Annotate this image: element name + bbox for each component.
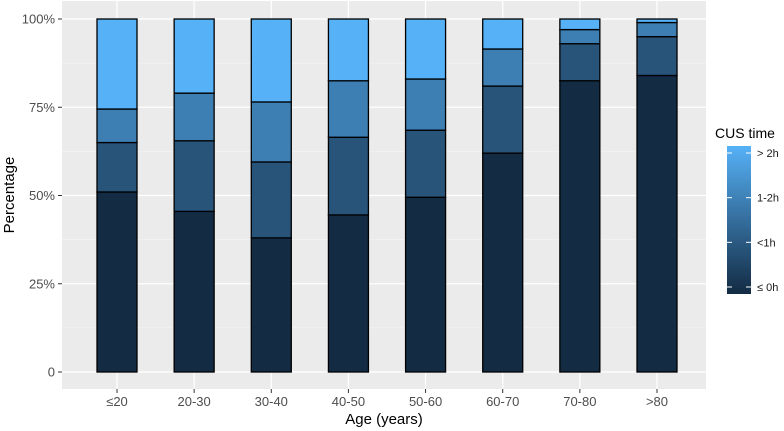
y-tick-label: 0	[48, 365, 55, 380]
y-tick-label: 50%	[29, 188, 55, 203]
legend-label: 1-2h	[757, 193, 779, 205]
legend: CUS time > 2h 1-2h <1h ≤ 0h	[715, 125, 779, 294]
bar-segment	[404, 196, 447, 373]
legend-labels: > 2h 1-2h <1h ≤ 0h	[727, 148, 779, 294]
bar-segment	[559, 28, 601, 45]
x-tick-label: 50-60	[409, 394, 442, 409]
bar-segment	[96, 141, 138, 193]
bar-segment	[327, 80, 370, 138]
bars	[96, 18, 678, 373]
x-tick-label: 30-40	[255, 394, 288, 409]
bar-segment	[636, 36, 678, 77]
legend-label: ≤ 0h	[757, 282, 778, 294]
bar-segment	[250, 18, 292, 103]
bar-segment	[96, 108, 138, 144]
bar-segment	[404, 78, 447, 131]
x-axis-title: Age (years)	[345, 411, 423, 428]
legend-label: <1h	[757, 237, 776, 249]
legend-title: CUS time	[715, 125, 775, 141]
bar-segment	[327, 136, 370, 216]
y-tick-label: 100%	[22, 12, 56, 27]
legend-colorbar	[727, 146, 751, 294]
bar-segment	[482, 152, 524, 373]
x-axis-ticks: ≤20 20-30 30-40 40-50 50-60 60-70 70-80 >80	[106, 389, 668, 409]
x-tick-label: 60-70	[486, 394, 519, 409]
bar-segment	[173, 18, 215, 94]
bar-segment	[250, 237, 292, 373]
y-tick-label: 25%	[29, 276, 55, 291]
bar-segment	[482, 48, 524, 87]
bar-segment	[327, 214, 370, 373]
bar-segment	[482, 85, 524, 154]
bar-segment	[559, 18, 601, 31]
x-tick-label: ≤20	[106, 394, 128, 409]
bar-segment	[250, 161, 292, 239]
x-tick-label: 40-50	[332, 394, 365, 409]
bar-segment	[173, 92, 215, 142]
x-tick-label: 20-30	[178, 394, 211, 409]
bar-segment	[636, 18, 678, 24]
bar-segment	[404, 129, 447, 198]
bar-segment	[404, 18, 447, 80]
bar-segment	[482, 18, 524, 50]
x-tick-label: 70-80	[563, 394, 596, 409]
bar-segment	[96, 191, 138, 373]
x-tick-label: >80	[646, 394, 668, 409]
y-axis-ticks: 0 25% 50% 75% 100%	[22, 12, 62, 380]
legend-label: > 2h	[757, 148, 779, 160]
bar-segment	[636, 74, 678, 373]
bar-segment	[636, 21, 678, 38]
y-axis-title: Percentage	[1, 157, 18, 234]
bar-segment	[96, 18, 138, 110]
bar-segment	[559, 43, 601, 82]
bar-segment	[250, 101, 292, 163]
bar-segment	[173, 140, 215, 213]
bar-segment	[327, 18, 370, 82]
bar-segment	[559, 80, 601, 373]
y-tick-label: 75%	[29, 100, 55, 115]
bar-segment	[173, 210, 215, 373]
